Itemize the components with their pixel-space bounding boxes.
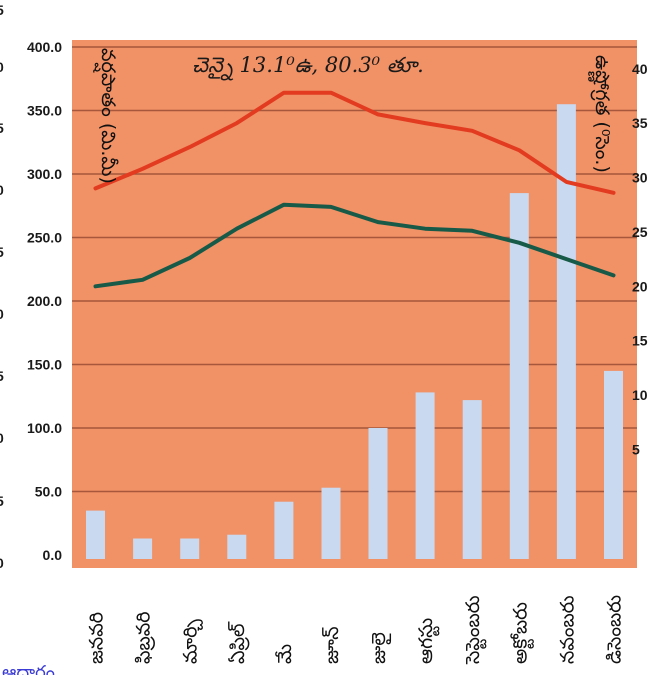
chart-title: చెన్నై 13.1⁰ఉ, 80.3⁰ తూ. bbox=[192, 53, 424, 81]
left-tick-label: 350.0 bbox=[27, 103, 62, 119]
right-tick-label: 10 bbox=[632, 387, 648, 403]
cutoff-tick-label: 0 bbox=[0, 306, 4, 322]
bar bbox=[321, 487, 341, 559]
right-tick-label: 35 bbox=[632, 115, 648, 131]
bar bbox=[462, 400, 482, 559]
left-tick-label: 100.0 bbox=[27, 420, 62, 436]
gridlines bbox=[72, 46, 637, 493]
x-tick-label: ఫిబ్రవరి bbox=[133, 611, 156, 664]
bar bbox=[227, 534, 247, 559]
x-tick-label: మార్చి bbox=[180, 619, 204, 664]
cutoff-tick-label: 5 bbox=[0, 368, 4, 384]
bar bbox=[133, 538, 153, 559]
bar bbox=[86, 510, 105, 559]
cutoff-tick-label: 5 bbox=[0, 120, 4, 136]
plot-background bbox=[72, 40, 637, 568]
right-tick-label: 15 bbox=[632, 333, 648, 349]
left-tick-label: 150.0 bbox=[27, 357, 62, 373]
x-tick-labels: జనవరి ఫిబ్రవరి మార్చి ఏప్రిల్ మే జూన్ జులై ఆగస్… bbox=[86, 595, 626, 665]
cutoff-left-labels: 5 0 5 0 5 0 5 0 5 0 bbox=[0, 2, 4, 571]
left-tick-label: 50.0 bbox=[35, 484, 62, 500]
x-tick-label: జనవరి bbox=[86, 612, 108, 664]
series-line-min bbox=[93, 202, 616, 289]
right-tick-labels: 5 10 15 20 25 30 35 40 bbox=[632, 61, 648, 458]
bar bbox=[274, 501, 294, 559]
bar bbox=[180, 538, 200, 559]
right-tick-label: 30 bbox=[632, 170, 648, 186]
right-tick-label: 20 bbox=[632, 278, 648, 294]
x-tick-label: మే bbox=[274, 644, 296, 664]
left-tick-label: 0.0 bbox=[43, 547, 63, 563]
cutoff-tick-label: 5 bbox=[0, 244, 4, 260]
left-axis-label: వర్షపాతం (మి.మీ) bbox=[93, 48, 119, 184]
right-tick-label: 5 bbox=[632, 442, 640, 458]
left-tick-label: 400.0 bbox=[27, 39, 62, 55]
bar bbox=[604, 370, 623, 559]
left-tick-label: 250.0 bbox=[27, 230, 62, 246]
left-tick-label: 200.0 bbox=[27, 293, 62, 309]
x-tick-label: జులై bbox=[368, 632, 392, 664]
bar bbox=[368, 428, 388, 559]
cutoff-tick-label: 0 bbox=[0, 59, 4, 75]
cutoff-tick-label: 0 bbox=[0, 430, 4, 446]
left-tick-label: 300.0 bbox=[27, 166, 62, 182]
bottom-text: ఆధారం bbox=[2, 662, 55, 675]
x-tick-label: అక్టోబరు bbox=[509, 602, 534, 664]
x-tick-label: నవంబరు bbox=[556, 595, 578, 664]
bar bbox=[415, 392, 435, 559]
bar bbox=[556, 104, 576, 559]
x-tick-label: ఆగస్టు bbox=[415, 618, 440, 664]
right-tick-label: 25 bbox=[632, 224, 648, 240]
bars bbox=[86, 104, 623, 559]
x-tick-label: జూన్ bbox=[321, 626, 343, 664]
left-tick-labels: 0.0 50.0 100.0 150.0 200.0 250.0 300.0 350.0 400… bbox=[27, 39, 62, 563]
series-line-max bbox=[93, 90, 616, 195]
cutoff-tick-label: 5 bbox=[0, 493, 4, 509]
bar bbox=[509, 193, 529, 559]
cutoff-tick-label: 0 bbox=[0, 555, 4, 571]
x-tick-label: సెప్టెంబరు bbox=[462, 595, 487, 665]
x-tick-label: డిసెంబరు bbox=[604, 595, 626, 664]
cutoff-tick-label: 0 bbox=[0, 182, 4, 198]
x-tick-label: ఏప్రిల్ bbox=[227, 621, 250, 664]
lines bbox=[93, 90, 616, 289]
cutoff-tick-label: 5 bbox=[0, 2, 4, 18]
right-tick-label: 40 bbox=[632, 61, 648, 77]
right-axis-label: ఉష్ణోగ్రత (⁰సెం.) bbox=[587, 55, 613, 173]
